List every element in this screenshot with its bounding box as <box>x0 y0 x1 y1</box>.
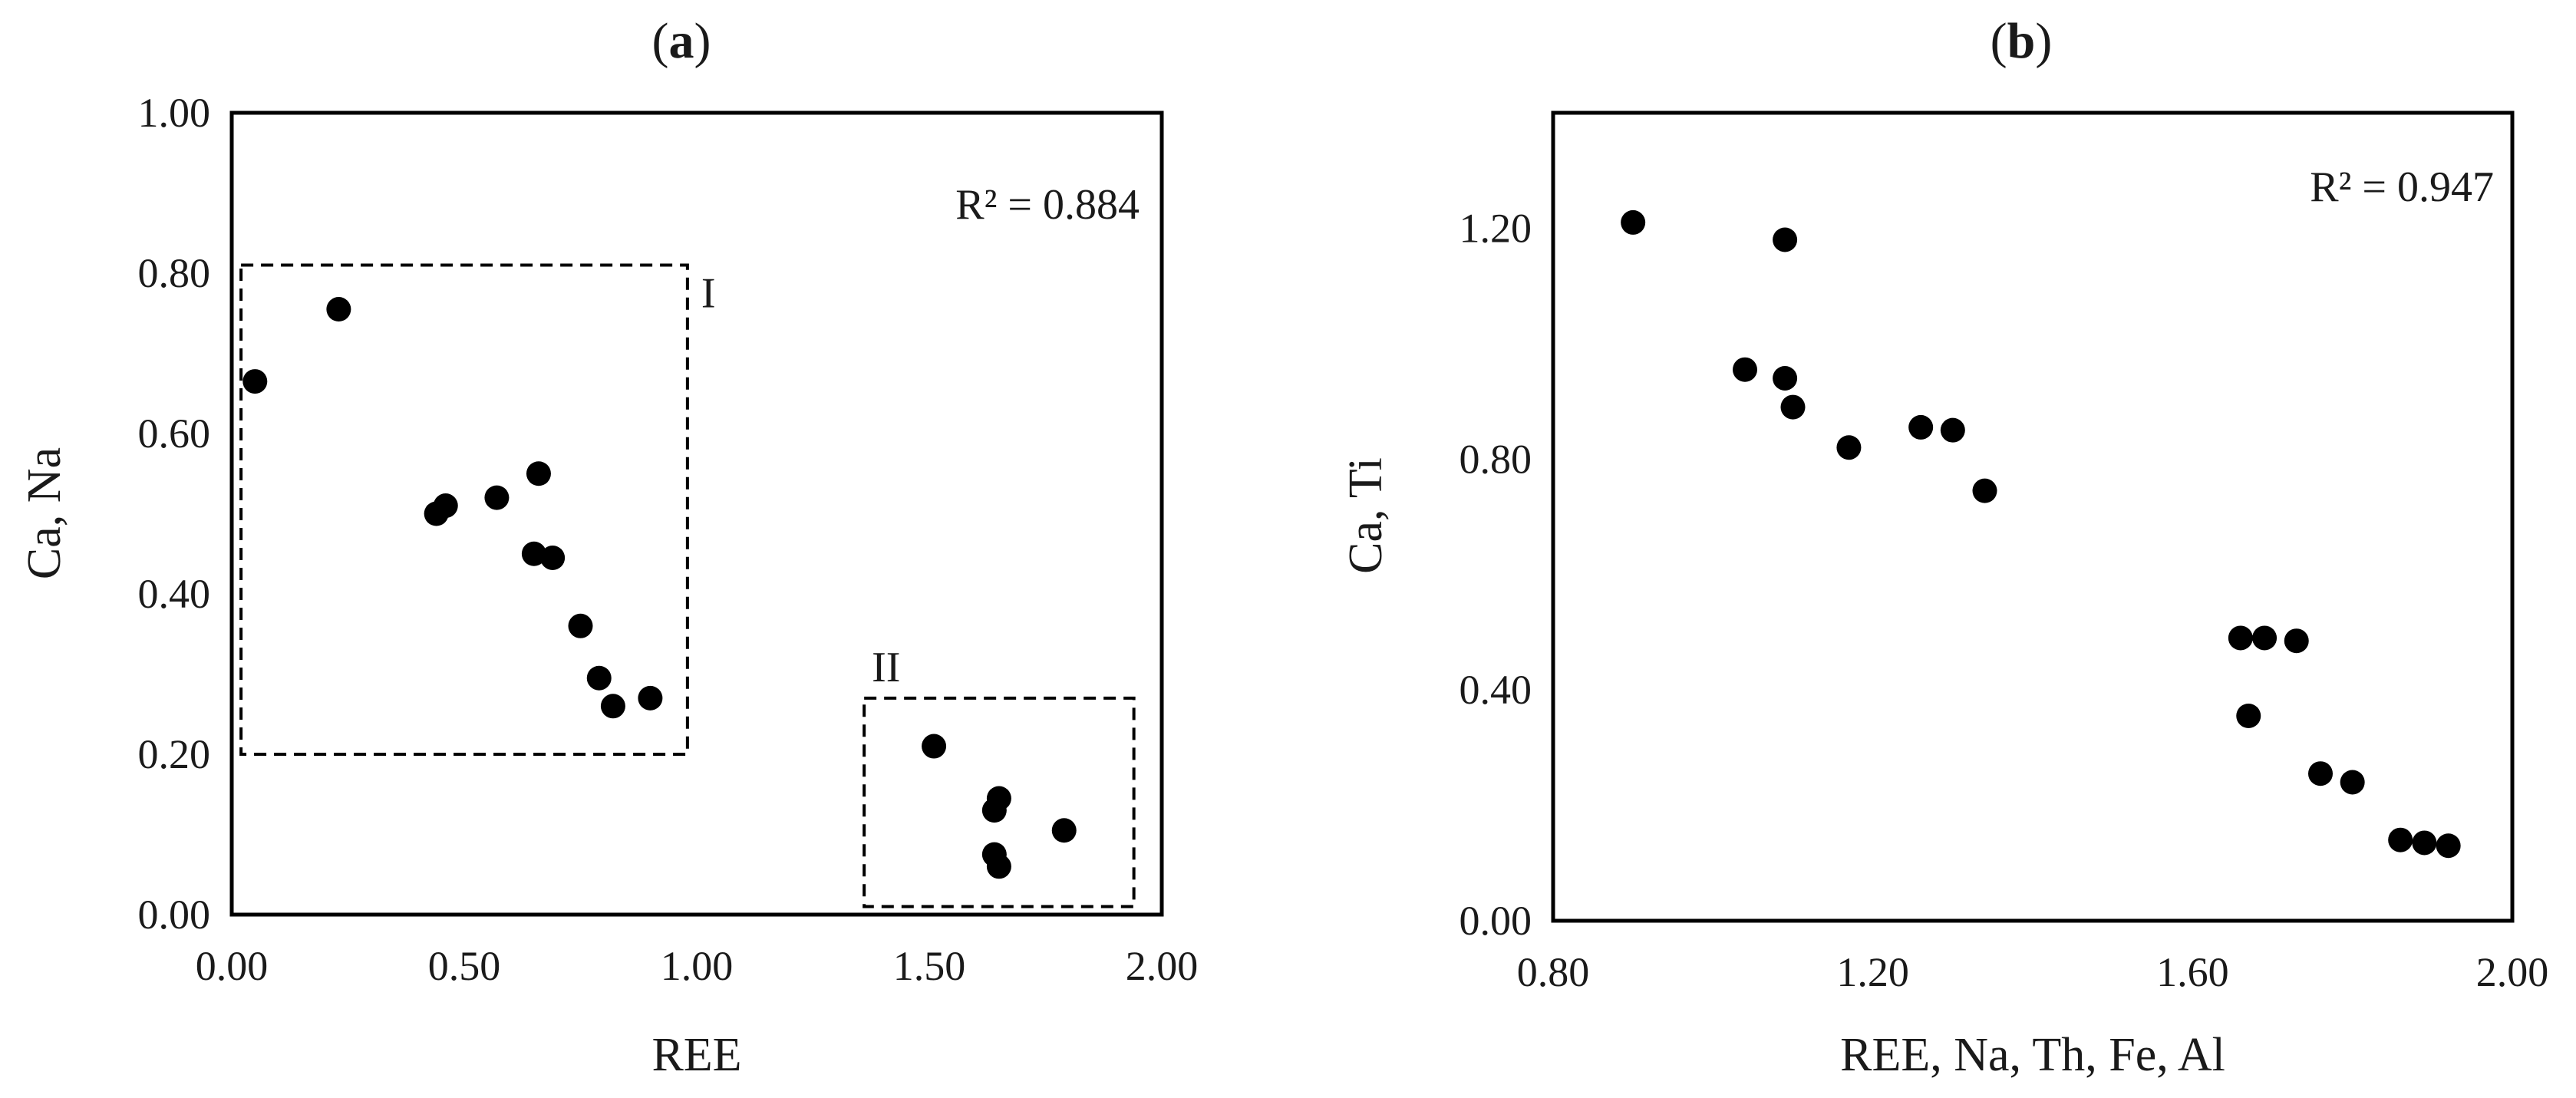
panel-a-plot-area <box>229 110 1164 917</box>
panel-b-x-tick-label: 1.20 <box>1836 949 1909 995</box>
panel-a-x-axis-title: REE <box>651 1029 741 1081</box>
panel-b-data-point <box>1773 365 1798 391</box>
panel-a-data-point <box>521 541 546 566</box>
panel-a-data-point <box>526 461 551 486</box>
panel-b-data-point <box>2436 833 2461 859</box>
group-label-I: I <box>701 270 716 318</box>
panel-a-data-point <box>568 613 593 638</box>
panel-b-data-point <box>2388 827 2413 852</box>
panel-a-data-point <box>484 485 510 510</box>
panel-a-x-tick-label: 2.00 <box>1126 943 1199 989</box>
panel-a-data-point <box>600 694 625 719</box>
panel-b-y-tick-label: 1.20 <box>1460 205 1532 251</box>
panel-b-x-tick-label: 2.00 <box>2476 949 2549 995</box>
panel-a-x-tick-label: 1.50 <box>893 943 966 989</box>
panel-a-data-point <box>986 854 1011 879</box>
panel-a-data-point <box>986 786 1011 811</box>
panel-b-y-tick-label: 0.80 <box>1460 436 1532 482</box>
panel-a-y-axis-title: Ca, Na <box>18 447 71 579</box>
panel-a-data-point <box>540 545 566 570</box>
panel-a-r2-annotation: R² = 0.884 <box>955 181 1140 229</box>
panel-a-title: (a) <box>652 13 711 69</box>
panel-b-y-tick-label: 0.00 <box>1460 898 1532 944</box>
panel-b-y-tick-label: 0.40 <box>1460 667 1532 713</box>
group-label-II: II <box>872 644 900 691</box>
panel-b-x-axis-title: REE, Na, Th, Fe, Al <box>1840 1029 2225 1081</box>
panel-b-data-point <box>2284 628 2309 654</box>
panel-b-data-point <box>2412 830 2437 856</box>
group-box-I <box>239 263 689 756</box>
panel-a-data-point <box>433 493 458 519</box>
panel-b-data-point <box>2308 761 2333 786</box>
panel-b-data-point <box>1621 209 1646 235</box>
panel-a-data-point <box>638 685 663 711</box>
panel-b-data-point <box>1773 227 1798 252</box>
panel-b-x-tick-label: 1.60 <box>2156 949 2229 995</box>
panel-b-data-point <box>1908 414 1934 440</box>
panel-b-data-point <box>1972 478 1997 503</box>
panel-a-x-tick-label: 1.00 <box>661 943 734 989</box>
panel-a-letter: a <box>669 13 694 69</box>
panel-a-data-point <box>922 734 947 759</box>
panel-a: (a) III 0.000.200.400.600.801.00 0.00 0.5… <box>18 13 1198 1081</box>
panel-b-title: (b) <box>1991 13 2053 69</box>
panel-a-x-tick-label: 0.50 <box>428 943 501 989</box>
panel-a-y-tick-label: 0.00 <box>138 892 211 938</box>
panel-a-x-tick-label: 0.00 <box>196 943 269 989</box>
panel-b-letter: b <box>2007 13 2036 69</box>
panel-b-y-axis-title: Ca, Ti <box>1340 457 1392 574</box>
panel-b-x-tick-label: 0.80 <box>1517 949 1590 995</box>
panel-b-data-point <box>1940 417 1965 443</box>
panel-a-y-tick-label: 0.80 <box>138 250 211 296</box>
panel-b-data-point <box>1836 435 1862 460</box>
panel-b-data-point <box>1780 394 1806 420</box>
panel-b-r2-annotation: R² = 0.947 <box>2310 163 2494 211</box>
panel-b-data-point <box>2228 625 2253 651</box>
panel-a-data-point <box>242 369 268 394</box>
panel-a-data-point <box>326 297 351 322</box>
panel-b-data-point <box>2340 770 2365 795</box>
panel-b-data-point <box>1733 357 1757 382</box>
panel-a-y-tick-label: 0.40 <box>138 571 211 617</box>
panel-a-y-tick-label: 0.20 <box>138 731 211 777</box>
panel-b-data-point <box>2236 703 2261 728</box>
panel-a-data-point <box>1051 818 1077 843</box>
panel-b-data-point <box>2252 625 2278 651</box>
panel-a-data-point <box>586 665 612 691</box>
panel-b: (b) 0.00 0.40 0.80 1.20 0.80 1.20 1.60 2.00 R²… <box>1340 13 2548 1081</box>
panel-b-plot-area <box>1551 110 2515 923</box>
panel-a-y-tick-label: 1.00 <box>138 90 211 136</box>
panel-a-y-tick-label: 0.60 <box>138 411 211 457</box>
